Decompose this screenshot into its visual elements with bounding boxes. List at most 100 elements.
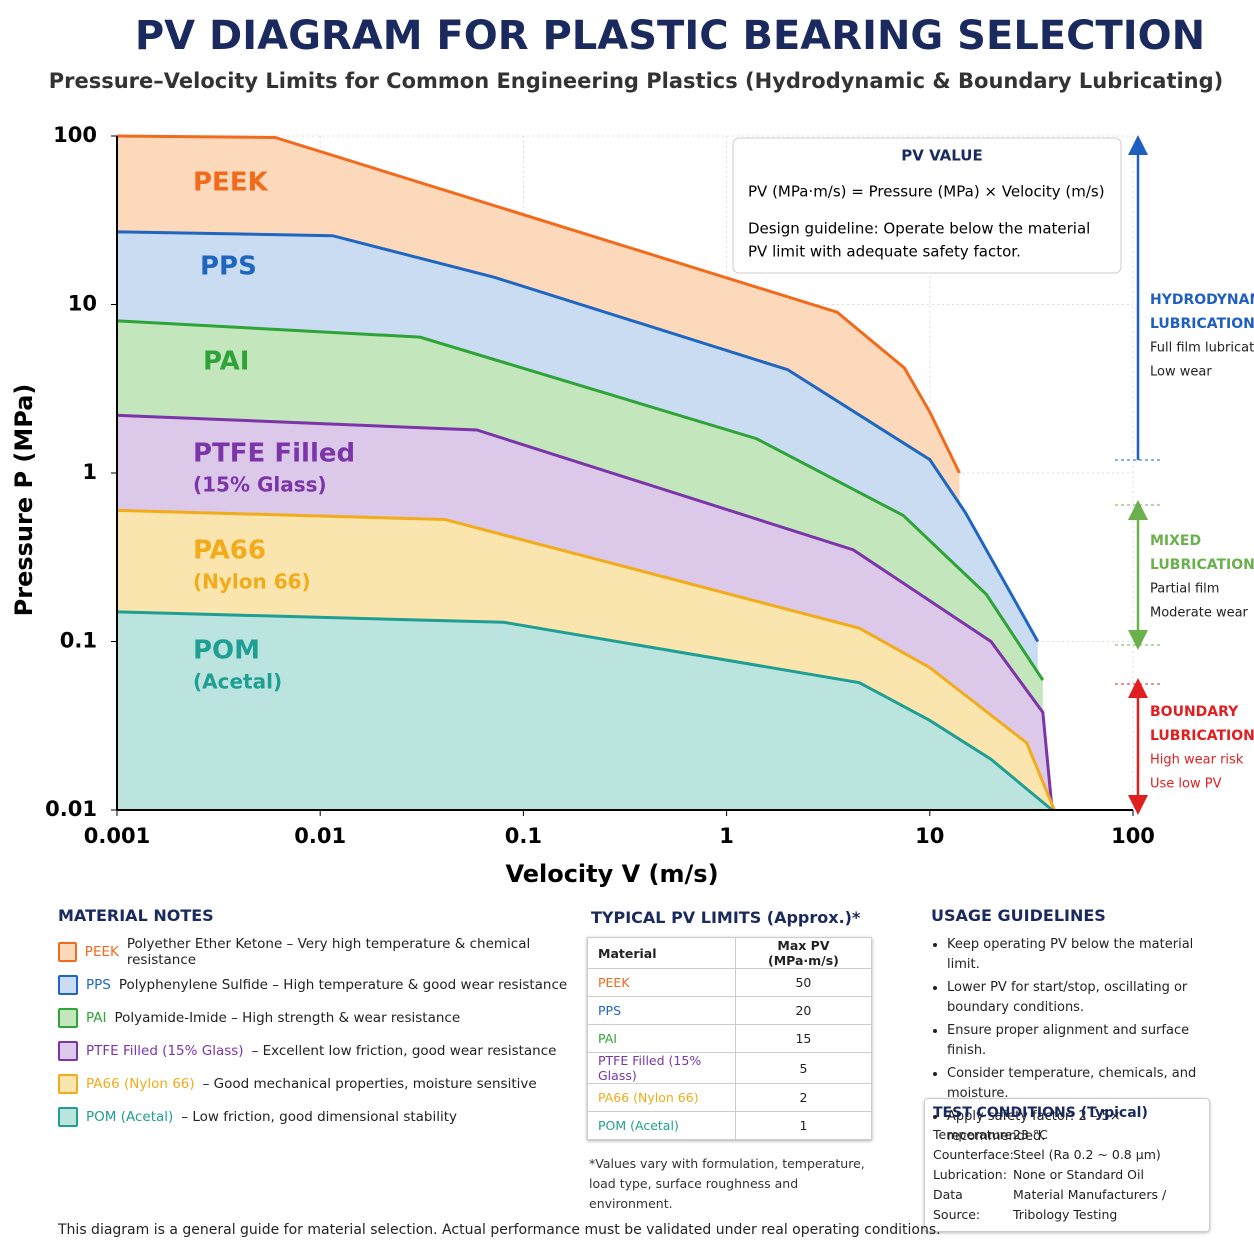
note-item: PA66 (Nylon 66) – Good mechanical propert…: [58, 1067, 568, 1100]
x-tick-label: 0.1: [505, 824, 542, 848]
area-fill: [117, 611, 1053, 810]
material-cell: PAI: [587, 1024, 736, 1053]
y-tick-label: 10: [68, 292, 97, 316]
pv-cell: 1: [734, 1111, 873, 1140]
note-item: PPS Polyphenylene Sulfide – High temperat…: [58, 968, 568, 1001]
swatch: [58, 1007, 78, 1028]
test-conditions: TEST CONDITIONS (Typical) Temperature: 23 …: [924, 1098, 1210, 1232]
zone-note: High wear risk: [1150, 753, 1244, 768]
pv-cell: 50: [734, 968, 873, 997]
pv-cell: 5: [734, 1052, 873, 1084]
test-label: Temperature:: [933, 1127, 1017, 1142]
y-tick-label: 1: [82, 460, 97, 484]
swatch: [58, 1106, 78, 1127]
material-notes: MATERIAL NOTES PEEK Polyether Ether Ketone…: [58, 906, 568, 1133]
pv-cell: 2: [734, 1083, 873, 1112]
plot-area: 0.01 0.1 1 10 100 0.001 0.01 0.1 1 10 100 PEEK PPS PA…: [45, 123, 1155, 848]
x-tick-label: 0.01: [294, 824, 346, 848]
section-title: TYPICAL PV LIMITS (Approx.)*: [591, 908, 861, 927]
x-tick-label: 1: [719, 824, 734, 848]
note-item: PAI Polyamide-Imide – High strength & wea…: [58, 1001, 568, 1034]
note-name: PAI: [86, 1009, 107, 1026]
usage-item: Ensure proper alignment and surface fini…: [947, 1021, 1221, 1061]
material-cell: POM (Acetal): [587, 1111, 736, 1140]
test-grid: Temperature: 23 °C Counterface: Steel (Ra 0…: [933, 1125, 1201, 1225]
zone-note: Moderate wear: [1150, 606, 1249, 621]
table-row: PTFE Filled (15% Glass) 5: [587, 1052, 873, 1084]
table-row: POM (Acetal) 1: [587, 1111, 873, 1140]
swatch: [58, 1073, 78, 1094]
area-label: PAI: [203, 347, 249, 377]
zone-note: Full film lubrication: [1150, 341, 1254, 356]
material-cell: PEEK: [587, 968, 736, 997]
y-tick-label: 100: [53, 123, 97, 147]
pv-guideline: Design guideline: Operate below the mate…: [748, 220, 1090, 238]
test-label: Lubrication:: [933, 1167, 1007, 1182]
header-cell: Max PV (MPa·m/s): [734, 937, 873, 969]
section-title: TEST CONDITIONS (Typical): [933, 1105, 1148, 1121]
swatch: [58, 974, 78, 995]
pv-box: [732, 137, 1122, 274]
usage-list: Keep operating PV below the material lim…: [931, 935, 1221, 1147]
chart: PV DIAGRAM FOR PLASTIC BEARING SELECTION…: [10, 13, 1254, 888]
area-label: PTFE Filled: [193, 439, 355, 469]
test-value: Material Manufacturers / Tribology Testi…: [1013, 1187, 1167, 1222]
swatch: [58, 1040, 78, 1061]
zone-title: BOUNDARY: [1150, 704, 1239, 720]
area-sublabel: (15% Glass): [193, 473, 327, 497]
test-label: Data Source:: [933, 1187, 981, 1222]
table-row: PPS 20: [587, 996, 873, 1025]
footer-note: This diagram is a general guide for mate…: [58, 1222, 941, 1238]
section-title: USAGE GUIDELINES: [931, 906, 1106, 925]
x-tick-label: 0.001: [84, 824, 150, 848]
x-tick-label: 10: [915, 824, 944, 848]
pv-cell: 15: [734, 1024, 873, 1053]
zone-title: LUBRICATION: [1150, 728, 1254, 744]
note-name: PEEK: [84, 943, 119, 960]
swatch: [58, 941, 77, 962]
area-label: PA66: [193, 536, 266, 566]
usage-item: Keep operating PV below the material lim…: [947, 935, 1221, 975]
pv-title: PV VALUE: [901, 147, 982, 165]
chart-subtitle: Pressure–Velocity Limits for Common Engi…: [49, 69, 1224, 93]
material-cell: PPS: [587, 996, 736, 1025]
note-name: PTFE Filled (15% Glass): [86, 1042, 244, 1059]
note-desc: – Low friction, good dimensional stabili…: [181, 1108, 458, 1125]
usage-guidelines: USAGE GUIDELINES Keep operating PV below …: [931, 906, 1221, 1150]
zone-note: Use low PV: [1150, 777, 1222, 792]
table-row: PA66 (Nylon 66) 2: [587, 1083, 873, 1112]
table-row: PEEK 50: [587, 968, 873, 997]
series-line: [116, 134, 961, 474]
zone-title: LUBRICATION: [1150, 557, 1254, 573]
table-row: PAI 15: [587, 1024, 873, 1053]
chart-title: PV DIAGRAM FOR PLASTIC BEARING SELECTION: [135, 13, 1205, 59]
test-value: None or Standard Oil: [1013, 1167, 1144, 1182]
note-desc: Polyamide-Imide – High strength & wear r…: [114, 1009, 461, 1026]
note-desc: Polyether Ether Ketone – Very high tempe…: [126, 935, 531, 968]
area-label: POM: [193, 636, 260, 666]
series-line: [116, 230, 1040, 643]
zone-note: Low wear: [1150, 365, 1212, 380]
note-desc: – Excellent low friction, good wear resi…: [251, 1042, 557, 1059]
zone-title: MIXED: [1150, 533, 1201, 549]
usage-item: Lower PV for start/stop, oscillating or …: [947, 978, 1221, 1018]
table-footnote: *Values vary with formulation, temperatu…: [589, 1156, 865, 1211]
zone-note: Partial film: [1150, 582, 1219, 597]
note-item: PTFE Filled (15% Glass) – Excellent low f…: [58, 1034, 568, 1067]
pv-table-section: TYPICAL PV LIMITS (Approx.)* Material Max …: [587, 908, 877, 1214]
area-sublabel: (Nylon 66): [193, 570, 311, 594]
area-label: PPS: [200, 252, 257, 282]
header-cell: Material: [587, 937, 736, 969]
table-header: Material Max PV (MPa·m/s): [587, 937, 873, 969]
pv-formula: PV (MPa·m/s) = Pressure (MPa) × Velocity…: [748, 183, 1105, 201]
note-name: PPS: [86, 976, 111, 993]
y-tick-label: 0.01: [45, 797, 97, 821]
zones: HYDRODYNAMIC LUBRICATION Full film lubrica…: [1150, 292, 1254, 792]
series-line: [116, 319, 1045, 681]
material-cell: PTFE Filled (15% Glass): [587, 1052, 736, 1084]
area-label: PEEK: [193, 168, 269, 198]
note-name: PA66 (Nylon 66): [86, 1075, 195, 1092]
pv-table: Material Max PV (MPa·m/s) PEEK 50 PPS 20 PAI 15…: [587, 937, 873, 1140]
series-line: [116, 610, 1054, 812]
